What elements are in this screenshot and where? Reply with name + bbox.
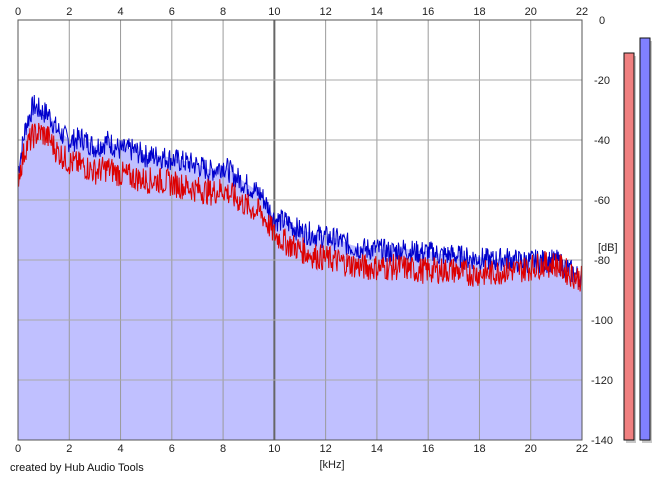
y-tick-label: -20 <box>594 75 610 87</box>
x-tick-label-top: 0 <box>15 6 21 18</box>
tick-labels: 002244668810101212141416161818202022220-… <box>15 6 613 455</box>
x-axis-label: [kHz] <box>319 459 344 471</box>
spectrum-series-line <box>17 94 583 290</box>
x-tick-label-top: 16 <box>422 6 434 18</box>
x-tick-label-bottom: 14 <box>371 443 383 455</box>
series-layer <box>17 94 583 292</box>
x-tick-label-top: 8 <box>220 6 226 18</box>
x-tick-label-top: 20 <box>525 6 537 18</box>
x-tick-label-bottom: 20 <box>525 443 537 455</box>
spectrum-series-line <box>17 122 583 292</box>
y-tick-label: -120 <box>591 375 613 387</box>
y-axis-label: [dB] <box>598 242 618 254</box>
x-tick-label-bottom: 6 <box>169 443 175 455</box>
x-tick-label-top: 12 <box>320 6 332 18</box>
x-tick-label-bottom: 0 <box>15 443 21 455</box>
x-tick-label-top: 4 <box>117 6 123 18</box>
y-tick-label: -140 <box>591 435 613 447</box>
x-tick-label-bottom: 16 <box>422 443 434 455</box>
x-tick-label-bottom: 2 <box>66 443 72 455</box>
x-tick-label-bottom: 10 <box>268 443 280 455</box>
y-tick-label: -80 <box>594 255 610 267</box>
y-tick-label: -60 <box>594 195 610 207</box>
x-tick-label-top: 6 <box>169 6 175 18</box>
x-tick-label-top: 18 <box>473 6 485 18</box>
x-tick-label-bottom: 12 <box>320 443 332 455</box>
plot-frame <box>17 19 583 441</box>
x-tick-label-top: 14 <box>371 6 383 18</box>
level-meter-bar <box>623 52 635 441</box>
level-meters <box>623 37 652 443</box>
x-tick-label-bottom: 18 <box>473 443 485 455</box>
x-tick-label-top: 2 <box>66 6 72 18</box>
x-tick-label-bottom: 8 <box>220 443 226 455</box>
x-tick-label-bottom: 4 <box>117 443 123 455</box>
x-tick-label-top: 10 <box>268 6 280 18</box>
y-tick-label: 0 <box>599 15 605 27</box>
level-meter-bar <box>639 37 651 441</box>
y-tick-label: -40 <box>594 135 610 147</box>
x-tick-label-bottom: 22 <box>576 443 588 455</box>
footer-credit: created by Hub Audio Tools <box>10 462 144 474</box>
x-tick-label-top: 22 <box>576 6 588 18</box>
y-tick-label: -100 <box>591 315 613 327</box>
